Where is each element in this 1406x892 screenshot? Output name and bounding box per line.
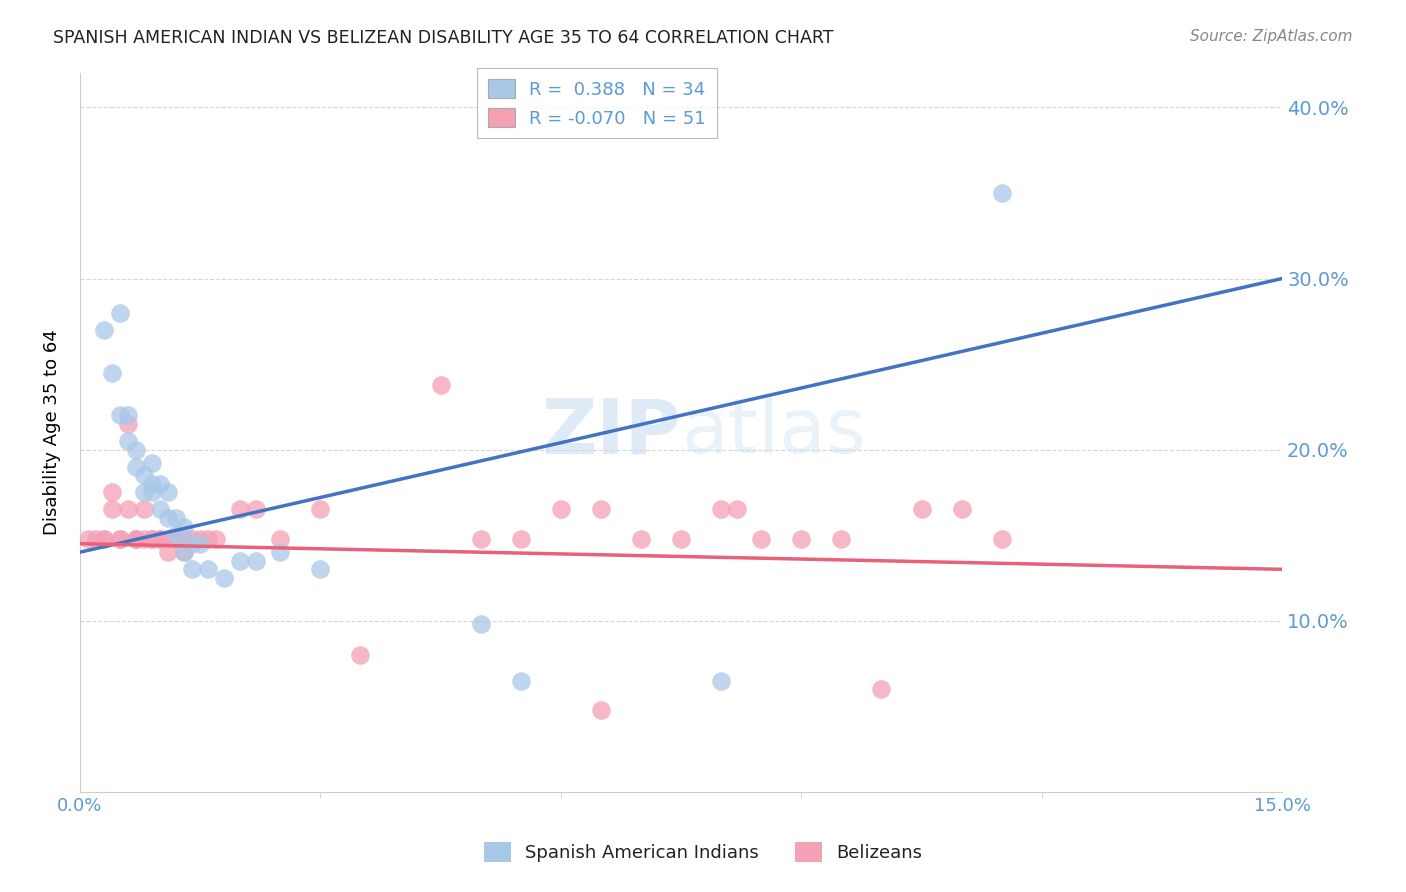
Point xyxy=(173,532,195,546)
Point xyxy=(141,476,163,491)
Y-axis label: Disability Age 35 to 64: Disability Age 35 to 64 xyxy=(44,329,60,535)
Point xyxy=(165,532,187,546)
Point xyxy=(950,502,973,516)
Point xyxy=(117,409,139,423)
Point xyxy=(589,502,612,516)
Point xyxy=(132,468,155,483)
Point xyxy=(790,532,813,546)
Legend: Spanish American Indians, Belizeans: Spanish American Indians, Belizeans xyxy=(477,835,929,870)
Point xyxy=(429,377,451,392)
Point xyxy=(173,545,195,559)
Point xyxy=(245,554,267,568)
Point xyxy=(117,434,139,448)
Point xyxy=(630,532,652,546)
Point xyxy=(157,545,180,559)
Point xyxy=(149,532,172,546)
Point xyxy=(309,502,332,516)
Point xyxy=(132,532,155,546)
Point xyxy=(181,532,204,546)
Point xyxy=(197,532,219,546)
Point xyxy=(141,532,163,546)
Point xyxy=(910,502,932,516)
Point xyxy=(132,502,155,516)
Point xyxy=(197,562,219,576)
Point xyxy=(84,532,107,546)
Point xyxy=(117,502,139,516)
Point xyxy=(870,681,893,696)
Point xyxy=(550,502,572,516)
Point xyxy=(149,502,172,516)
Point xyxy=(157,485,180,500)
Point xyxy=(173,519,195,533)
Point xyxy=(108,409,131,423)
Point xyxy=(188,532,211,546)
Point xyxy=(132,485,155,500)
Point xyxy=(101,366,124,380)
Point xyxy=(125,442,148,457)
Point xyxy=(101,502,124,516)
Point xyxy=(725,502,748,516)
Point xyxy=(141,485,163,500)
Point xyxy=(125,532,148,546)
Point xyxy=(141,456,163,470)
Point xyxy=(205,532,228,546)
Point xyxy=(141,532,163,546)
Point xyxy=(165,528,187,542)
Point xyxy=(181,536,204,550)
Point xyxy=(108,532,131,546)
Text: SPANISH AMERICAN INDIAN VS BELIZEAN DISABILITY AGE 35 TO 64 CORRELATION CHART: SPANISH AMERICAN INDIAN VS BELIZEAN DISA… xyxy=(53,29,834,46)
Point xyxy=(269,532,291,546)
Point xyxy=(212,571,235,585)
Point xyxy=(108,306,131,320)
Point xyxy=(990,186,1012,200)
Point xyxy=(117,417,139,431)
Point xyxy=(830,532,852,546)
Point xyxy=(509,532,531,546)
Point xyxy=(349,648,371,662)
Point xyxy=(157,532,180,546)
Point xyxy=(181,562,204,576)
Point xyxy=(101,485,124,500)
Text: atlas: atlas xyxy=(681,395,866,469)
Point xyxy=(509,673,531,688)
Point xyxy=(749,532,772,546)
Point xyxy=(125,532,148,546)
Point xyxy=(669,532,692,546)
Point xyxy=(149,532,172,546)
Point xyxy=(710,673,733,688)
Point xyxy=(470,532,492,546)
Point xyxy=(245,502,267,516)
Point xyxy=(173,545,195,559)
Point xyxy=(77,532,100,546)
Point xyxy=(165,532,187,546)
Point xyxy=(93,532,115,546)
Point xyxy=(125,459,148,474)
Text: Source: ZipAtlas.com: Source: ZipAtlas.com xyxy=(1189,29,1353,44)
Point xyxy=(710,502,733,516)
Legend: R =  0.388   N = 34, R = -0.070   N = 51: R = 0.388 N = 34, R = -0.070 N = 51 xyxy=(477,68,717,138)
Point xyxy=(188,536,211,550)
Point xyxy=(269,545,291,559)
Point xyxy=(93,532,115,546)
Point xyxy=(309,562,332,576)
Point xyxy=(93,323,115,337)
Point xyxy=(125,532,148,546)
Point xyxy=(165,511,187,525)
Point xyxy=(157,511,180,525)
Point xyxy=(229,554,252,568)
Text: ZIP: ZIP xyxy=(541,395,681,469)
Point xyxy=(589,703,612,717)
Point xyxy=(470,617,492,632)
Point xyxy=(229,502,252,516)
Point xyxy=(108,532,131,546)
Point xyxy=(149,476,172,491)
Point xyxy=(990,532,1012,546)
